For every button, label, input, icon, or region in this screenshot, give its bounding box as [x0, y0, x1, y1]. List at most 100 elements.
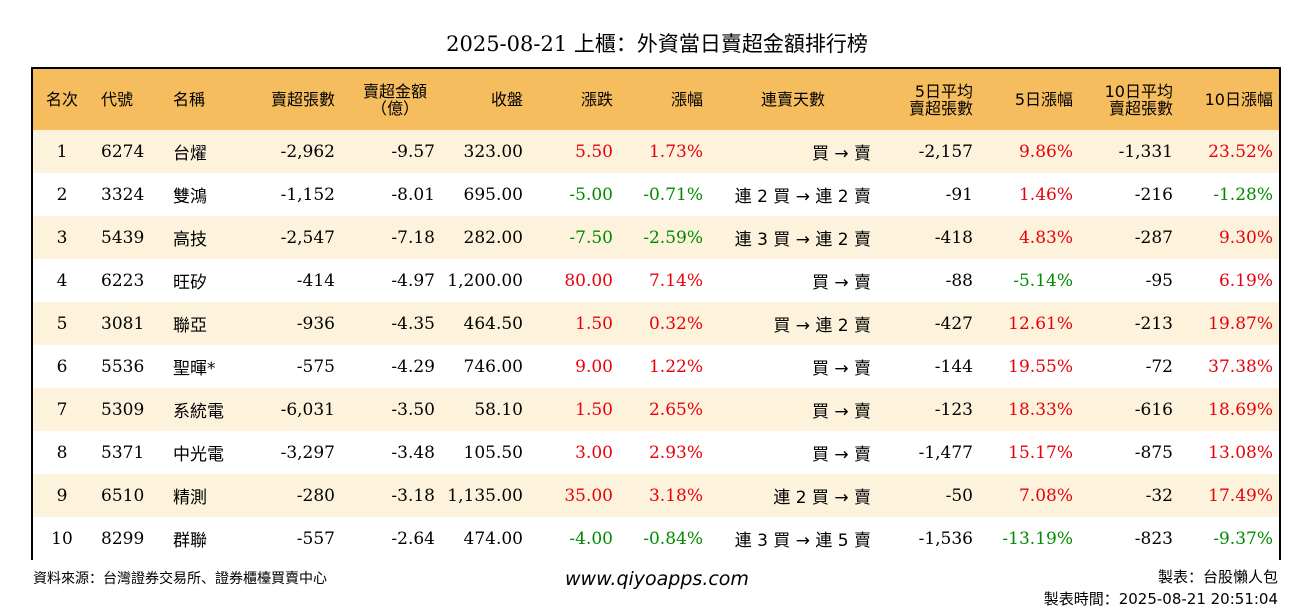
cell-change: 1.50 [575, 313, 613, 334]
cell-name: 聖暉* [173, 359, 216, 379]
cell-avg10: -95 [1145, 270, 1173, 291]
header-rank: 名次 [45, 90, 78, 109]
cell-pct5: -5.14% [1013, 270, 1073, 291]
cell-close: 105.50 [463, 442, 523, 463]
cell-name: 精測 [173, 488, 207, 508]
cell-name: 高技 [173, 230, 207, 250]
cell-rank: 7 [56, 399, 68, 420]
cell-pct: 1.22% [648, 356, 703, 377]
header-sell-amount-line2: （億） [370, 98, 419, 118]
cell-sell-lots: -280 [296, 485, 335, 506]
cell-code: 5371 [101, 442, 145, 463]
cell-streak: 連 2 買 → 連 2 賣 [734, 187, 871, 207]
cell-code: 8299 [101, 528, 145, 549]
cell-pct5: 12.61% [1008, 313, 1073, 334]
cell-streak: 買 → 賣 [811, 144, 871, 164]
cell-close: 58.10 [474, 399, 523, 420]
cell-rank: 1 [56, 141, 68, 162]
cell-sell-amount: -7.18 [391, 227, 435, 248]
cell-sell-lots: -557 [296, 528, 335, 549]
cell-sell-lots: -575 [296, 356, 335, 377]
cell-name: 雙鴻 [173, 187, 207, 207]
header-change: 漲跌 [580, 90, 613, 109]
cell-change: 1.50 [575, 399, 613, 420]
table-row: 5 3081 聯亞 -936 -4.35 464.50 1.50 0.32% 買 → 連 2 賣… [33, 302, 1279, 345]
cell-rank: 3 [56, 227, 68, 248]
ranking-table: 名次 代號 名稱 賣超張數 賣超金額 （億） 收盤 漲跌 漲幅 連賣天數 5日平… [31, 67, 1281, 560]
cell-change: -4.00 [569, 528, 613, 549]
cell-rank: 4 [56, 270, 68, 291]
cell-pct5: -13.19% [1002, 528, 1073, 549]
maker-credit: 製表：台股懶人包 [1157, 568, 1278, 586]
cell-name: 系統電 [173, 402, 224, 422]
cell-streak: 買 → 連 2 賣 [773, 316, 871, 336]
cell-pct: 0.32% [648, 313, 703, 334]
cell-sell-amount: -2.64 [391, 528, 435, 549]
table-row: 8 5371 中光電 -3,297 -3.48 105.50 3.00 2.93% 買 → 賣 -… [33, 431, 1279, 474]
cell-avg5: -418 [934, 227, 973, 248]
cell-pct: -0.84% [643, 528, 703, 549]
cell-avg5: -427 [934, 313, 973, 334]
cell-avg10: -1,331 [1118, 141, 1173, 162]
header-pct: 漲幅 [670, 90, 703, 109]
cell-pct5: 7.08% [1018, 485, 1073, 506]
cell-code: 3324 [101, 184, 145, 205]
header-avg10-line2: 賣超張數 [1108, 98, 1173, 118]
cell-avg10: -216 [1134, 184, 1173, 205]
cell-streak: 買 → 賣 [811, 273, 871, 293]
cell-sell-amount: -3.48 [391, 442, 435, 463]
cell-pct: 2.93% [648, 442, 703, 463]
cell-pct10: 6.19% [1218, 270, 1273, 291]
cell-pct5: 1.46% [1018, 184, 1073, 205]
cell-sell-amount: -8.01 [391, 184, 435, 205]
cell-pct10: 13.08% [1208, 442, 1273, 463]
cell-pct: 7.14% [648, 270, 703, 291]
table-row: 7 5309 系統電 -6,031 -3.50 58.10 1.50 2.65% 買 → 賣 -1… [33, 388, 1279, 431]
cell-streak: 買 → 賣 [811, 359, 871, 379]
cell-change: 80.00 [564, 270, 613, 291]
cell-rank: 6 [56, 356, 68, 377]
cell-change: 3.00 [575, 442, 613, 463]
cell-avg5: -123 [934, 399, 973, 420]
cell-streak: 買 → 賣 [811, 445, 871, 465]
cell-pct: 2.65% [648, 399, 703, 420]
cell-sell-lots: -2,547 [280, 227, 335, 248]
cell-rank: 10 [51, 528, 73, 549]
table-header-row: 名次 代號 名稱 賣超張數 賣超金額 （億） 收盤 漲跌 漲幅 連賣天數 5日平… [33, 69, 1279, 130]
header-pct10: 10日漲幅 [1204, 90, 1273, 109]
cell-change: 9.00 [575, 356, 613, 377]
cell-pct5: 15.17% [1008, 442, 1073, 463]
page-title: 2025-08-21 上櫃：外資當日賣超金額排行榜 [446, 32, 868, 56]
cell-avg5: -1,477 [918, 442, 973, 463]
table-row: 2 3324 雙鴻 -1,152 -8.01 695.00 -5.00 -0.71% 連 2 買… [33, 173, 1279, 216]
cell-avg10: -32 [1145, 485, 1173, 506]
cell-name: 台燿 [173, 144, 207, 164]
cell-code: 3081 [101, 313, 145, 334]
cell-close: 323.00 [463, 141, 523, 162]
website-link[interactable]: www.qiyoapps.com [565, 568, 749, 590]
cell-pct5: 19.55% [1008, 356, 1073, 377]
cell-pct10: 19.87% [1208, 313, 1273, 334]
cell-avg10: -72 [1145, 356, 1173, 377]
cell-close: 464.50 [463, 313, 523, 334]
header-sell-amount: 賣超金額 （億） [343, 69, 447, 130]
cell-avg5: -91 [945, 184, 973, 205]
cell-pct10: 9.30% [1218, 227, 1273, 248]
cell-avg5: -1,536 [918, 528, 973, 549]
cell-close: 282.00 [463, 227, 523, 248]
cell-pct: -2.59% [643, 227, 703, 248]
header-close: 收盤 [490, 90, 523, 109]
cell-close: 695.00 [463, 184, 523, 205]
cell-rank: 2 [56, 184, 68, 205]
cell-pct10: 37.38% [1208, 356, 1273, 377]
header-name: 名稱 [173, 90, 206, 109]
cell-avg10: -287 [1134, 227, 1173, 248]
cell-sell-amount: -4.29 [391, 356, 435, 377]
cell-sell-lots: -2,962 [280, 141, 335, 162]
cell-code: 5309 [101, 399, 145, 420]
cell-pct5: 9.86% [1018, 141, 1073, 162]
header-avg10: 10日平均 賣超張數 [1083, 69, 1173, 130]
cell-pct10: -1.28% [1213, 184, 1273, 205]
header-avg5-line1: 5日平均 [914, 81, 973, 101]
cell-code: 6223 [101, 270, 145, 291]
